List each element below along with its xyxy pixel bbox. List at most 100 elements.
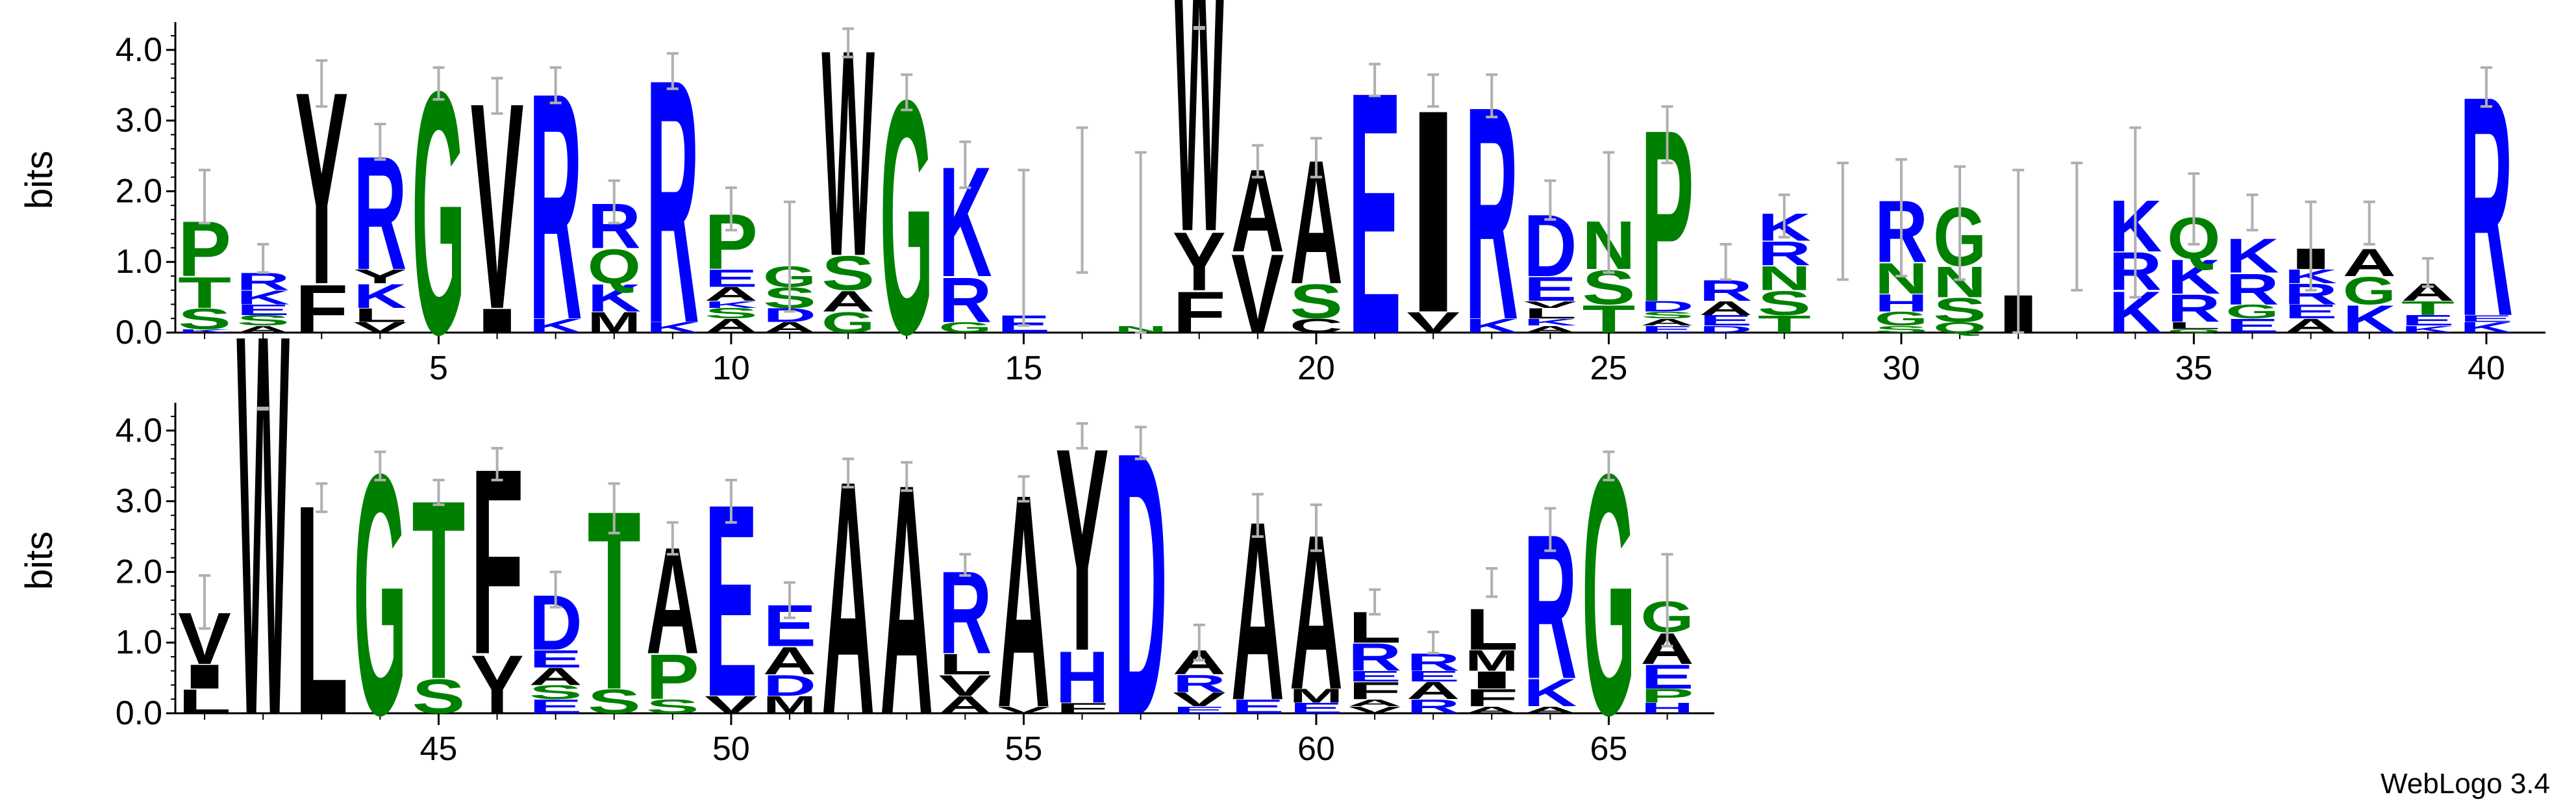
logo-letter-L: L	[353, 304, 406, 326]
logo-letter-E: E	[1407, 668, 1460, 685]
logo-letter-T: T	[1758, 311, 1811, 338]
logo-letter-R: R	[938, 264, 992, 336]
logo-letter-A: A	[821, 285, 875, 318]
y-tick-label: 4.0	[116, 412, 162, 450]
logo-letter-E: E	[2225, 315, 2279, 337]
logo-letter-M: M	[763, 691, 816, 719]
logo-letter-D: D	[763, 669, 816, 702]
logo-letter-H: H	[1056, 637, 1109, 719]
logo-letter-A: A	[1641, 317, 1694, 328]
logo-letter-A: A	[529, 663, 582, 690]
logo-letter-R: R	[1407, 696, 1460, 718]
logo-letter-Q: Q	[1933, 320, 1986, 336]
logo-letter-A: A	[236, 324, 290, 335]
logo-letter-K: K	[236, 286, 290, 309]
logo-letter-S: S	[236, 312, 290, 329]
logo-letter-I: I	[471, 301, 524, 340]
logo-letter-A: A	[1407, 677, 1460, 704]
logo-letter-P: P	[1640, 685, 1694, 707]
logo-letter-K: K	[529, 315, 582, 337]
logo-letter-V: V	[997, 704, 1051, 715]
logo-letter-E: E	[1348, 668, 1401, 685]
y-tick-label: 4.0	[116, 31, 162, 69]
x-tick-label: 60	[1297, 730, 1335, 768]
logo-letter-G: G	[2226, 301, 2279, 322]
logo-letter-E: E	[1173, 704, 1226, 715]
logo-letter-E: E	[236, 301, 290, 318]
logo-letter-V: V	[1348, 704, 1401, 715]
logo-letter-W: W	[236, 221, 290, 812]
logo-letter-E: E	[2460, 313, 2513, 324]
logo-letter-E: E	[1640, 657, 1694, 696]
weblogo-credit: WebLogo 3.4	[2381, 768, 2550, 800]
x-tick-label: 40	[2468, 349, 2505, 387]
y-axis-label: bits	[18, 151, 60, 209]
logo-letter-E: E	[529, 696, 582, 718]
logo-letter-S: S	[588, 683, 641, 721]
logo-letter-A: A	[938, 691, 992, 718]
logo-letter-L: L	[178, 682, 231, 720]
x-tick-label: 25	[1590, 349, 1628, 387]
logo-letter-Y: Y	[471, 638, 524, 731]
logo-letter-D: D	[1699, 324, 1753, 335]
logo-letter-A: A	[763, 639, 816, 683]
y-tick-label: 0.0	[116, 694, 162, 732]
logo-letter-F: F	[295, 271, 348, 348]
logo-letter-S: S	[1933, 291, 1986, 329]
logo-letter-D: D	[1641, 298, 1694, 314]
x-tick-label: 65	[1590, 730, 1628, 768]
logo-letter-T: T	[2401, 297, 2455, 319]
y-tick-label: 3.0	[116, 483, 162, 520]
x-tick-label: 15	[1005, 349, 1043, 387]
x-tick-label: 30	[1882, 349, 1920, 387]
logo-letter-I: I	[178, 657, 231, 696]
logo-letter-K: K	[2167, 250, 2220, 305]
logo-letter-E: E	[1699, 312, 1753, 329]
logo-letter-A: A	[705, 315, 758, 337]
x-tick-label: 10	[712, 349, 750, 387]
logo-letter-A: A	[2284, 315, 2338, 337]
logo-letter-K: K	[2343, 298, 2396, 341]
logo-letter-A: A	[1523, 705, 1577, 716]
logo-letter-F: F	[1173, 280, 1226, 346]
x-tick-label: 55	[1005, 730, 1043, 768]
logo-letter-Y: Y	[353, 266, 406, 288]
logo-letter-E: E	[529, 646, 582, 673]
logo-letter-R: R	[2226, 264, 2279, 314]
logo-letter-C: C	[1290, 315, 1343, 337]
logo-letter-P: P	[646, 641, 699, 713]
x-tick-label: 20	[1297, 349, 1335, 387]
x-tick-label: 5	[429, 349, 448, 387]
logo-letter-S: S	[1875, 324, 1928, 335]
logo-letter-V: V	[705, 691, 758, 718]
logo-letter-S: S	[1290, 274, 1343, 329]
logo-letter-S: S	[1641, 310, 1694, 321]
logo-letter-L: L	[1523, 305, 1577, 322]
logo-letter-K: K	[353, 277, 406, 315]
logo-letter-A: A	[1523, 324, 1577, 335]
logo-letter-A: A	[1699, 298, 1753, 320]
logo-letter-M: M	[588, 307, 641, 339]
logo-letter-E: E	[2401, 312, 2455, 329]
logo-letter-K: K	[588, 277, 641, 320]
y-tick-label: 3.0	[116, 102, 162, 140]
logo-letter-T: T	[178, 268, 231, 318]
logo-letter-S: S	[1758, 284, 1811, 322]
logo-letter-G: G	[2343, 269, 2396, 312]
logo-letter-K: K	[1465, 315, 1518, 337]
logo-letter-S: S	[646, 696, 699, 718]
logo-letter-S: S	[529, 681, 582, 704]
logo-letter-Q: Q	[588, 239, 641, 294]
logo-letter-K: K	[2226, 229, 2279, 283]
logo-letter-I: I	[1465, 666, 1518, 694]
logo-letter-E: E	[2284, 301, 2338, 323]
logo-letter-E: E	[705, 265, 758, 292]
logo-letter-N: N	[1758, 259, 1811, 298]
logo-letter-A: A	[705, 283, 758, 305]
logo-letter-K: K	[1523, 671, 1577, 715]
logo-letter-K: K	[2460, 320, 2513, 336]
logo-letter-V: V	[1231, 231, 1284, 357]
logo-letter-R: R	[1758, 235, 1811, 273]
logo-letter-R: R	[2167, 287, 2220, 331]
